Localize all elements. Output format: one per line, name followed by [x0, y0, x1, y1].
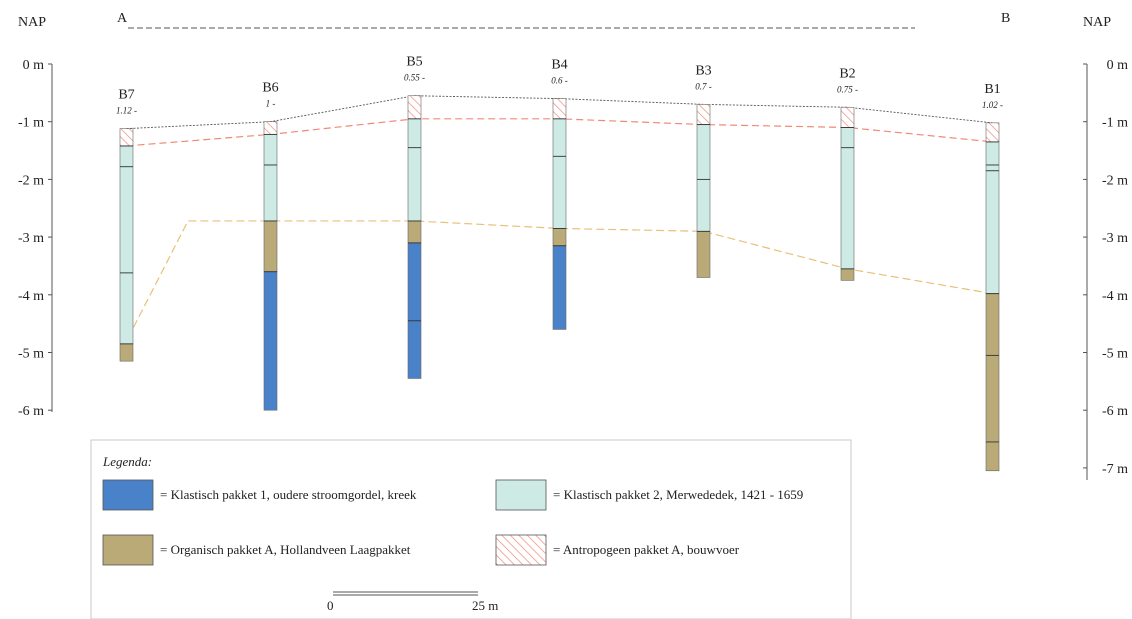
section-start-label: A	[117, 11, 128, 26]
left-axis-tick-label: -5 m	[18, 347, 44, 362]
left-axis-tick-label: -3 m	[18, 231, 44, 246]
layer-organisch	[840, 268, 855, 281]
borehole-name: B7	[118, 88, 134, 103]
right-axis-tick-label: -6 m	[1102, 404, 1128, 419]
section-end-label: B	[1001, 11, 1010, 26]
layer-klastisch2	[407, 118, 422, 222]
borehole-elevation: 0.75 -	[837, 84, 858, 94]
right-axis-tick-label: -3 m	[1102, 231, 1128, 246]
layer-klastisch1	[407, 242, 422, 379]
layer-organisch	[263, 220, 278, 273]
left-axis-tick-label: 0 m	[23, 58, 45, 73]
borehole-elevation: 0.55 -	[404, 73, 425, 83]
scale-bar-end-label: 25 m	[472, 598, 498, 613]
layer-organisch	[407, 220, 422, 244]
layer-klastisch2	[840, 127, 855, 270]
borehole-b6: B61 -	[262, 81, 279, 411]
right-axis-tick-label: -7 m	[1102, 462, 1128, 477]
layer-organisch	[985, 293, 1000, 472]
layer-klastisch1	[263, 271, 278, 411]
borehole-b2: B2 0.75 -	[837, 66, 858, 281]
borehole-name: B5	[406, 55, 422, 70]
right-depth-axis: 0 m -1 m -2 m -3 m -4 m -5 m -6 m -7 m	[1083, 58, 1128, 480]
layer-klastisch2	[119, 145, 134, 345]
left-axis-tick-label: -2 m	[18, 173, 44, 188]
legend-label-antropogeen: = Antropogeen pakket A, bouwvoer	[553, 542, 740, 557]
legend-swatch-klastisch2	[495, 479, 547, 511]
legend-label-klastisch2: = Klastisch pakket 2, Merwededek, 1421 -…	[553, 487, 803, 502]
borehole-name: B6	[262, 81, 278, 96]
borehole-elevation: 0.7 -	[695, 81, 712, 91]
layer-klastisch2	[696, 124, 711, 232]
legend-swatch-antropogeen	[495, 534, 547, 566]
right-axis-title: NAP	[1083, 15, 1111, 30]
layer-antropogeen	[985, 122, 1000, 143]
layer-antropogeen	[840, 106, 855, 128]
layer-antropogeen	[552, 98, 567, 120]
layer-antropogeen	[696, 104, 711, 125]
borehole-elevation: 0.6 -	[551, 76, 568, 86]
scale-bar-start-label: 0	[327, 598, 334, 613]
layer-klastisch2	[263, 134, 278, 222]
right-axis-tick-label: -4 m	[1102, 289, 1128, 304]
layer-organisch	[552, 228, 567, 247]
right-axis-tick-label: 0 m	[1107, 58, 1129, 73]
borehole-name: B3	[695, 63, 711, 78]
legend-swatch-organisch	[102, 534, 154, 566]
layer-organisch	[696, 231, 711, 278]
left-axis-tick-label: -4 m	[18, 289, 44, 304]
legend: Legenda: = Klastisch pakket 1, oudere st…	[90, 439, 852, 619]
layer-antropogeen	[119, 128, 134, 147]
borehole-name: B4	[551, 58, 567, 73]
borehole-elevation: 1 -	[266, 99, 276, 109]
legend-box	[90, 439, 852, 619]
layer-antropogeen	[263, 121, 278, 135]
legend-title: Legenda:	[102, 454, 152, 469]
layer-klastisch1	[552, 245, 567, 330]
layer-organisch	[119, 343, 134, 362]
scale-bar: 0 25 m	[327, 591, 498, 613]
borehole-b5: B5 0.55 -	[404, 55, 425, 379]
borehole-name: B1	[984, 82, 1000, 97]
left-axis-tick-label: -6 m	[18, 404, 44, 419]
legend-swatch-klastisch1	[102, 479, 154, 511]
boreholes: B71.12 -B61 -B50.55 -B40.6 -B30.7 -B20.7…	[116, 55, 1003, 472]
layer-antropogeen	[407, 95, 422, 120]
layer-klastisch2	[552, 118, 567, 229]
borehole-b7: B7 1.12 -	[116, 88, 137, 362]
right-axis-tick-label: -2 m	[1102, 173, 1128, 188]
left-axis-title: NAP	[18, 15, 46, 30]
veen-top-line	[127, 220, 993, 339]
left-axis-tick-label: -1 m	[18, 116, 44, 131]
borehole-elevation: 1.02 -	[982, 100, 1003, 110]
borehole-b4: B4 0.6 -	[551, 58, 568, 330]
borehole-name: B2	[839, 66, 855, 81]
legend-label-klastisch1: = Klastisch pakket 1, oudere stroomgorde…	[160, 487, 417, 502]
left-depth-axis: 0 m -1 m -2 m -3 m -4 m -5 m -6 m	[18, 58, 53, 419]
legend-label-organisch: = Organisch pakket A, Hollandveen Laagpa…	[160, 542, 411, 557]
right-axis-tick-label: -5 m	[1102, 347, 1128, 362]
borehole-elevation: 1.12 -	[116, 106, 137, 116]
right-axis-tick-label: -1 m	[1102, 116, 1128, 131]
borehole-b1: B1 1.02 -	[982, 82, 1003, 472]
borehole-b3: B3 0.7 -	[695, 63, 712, 278]
